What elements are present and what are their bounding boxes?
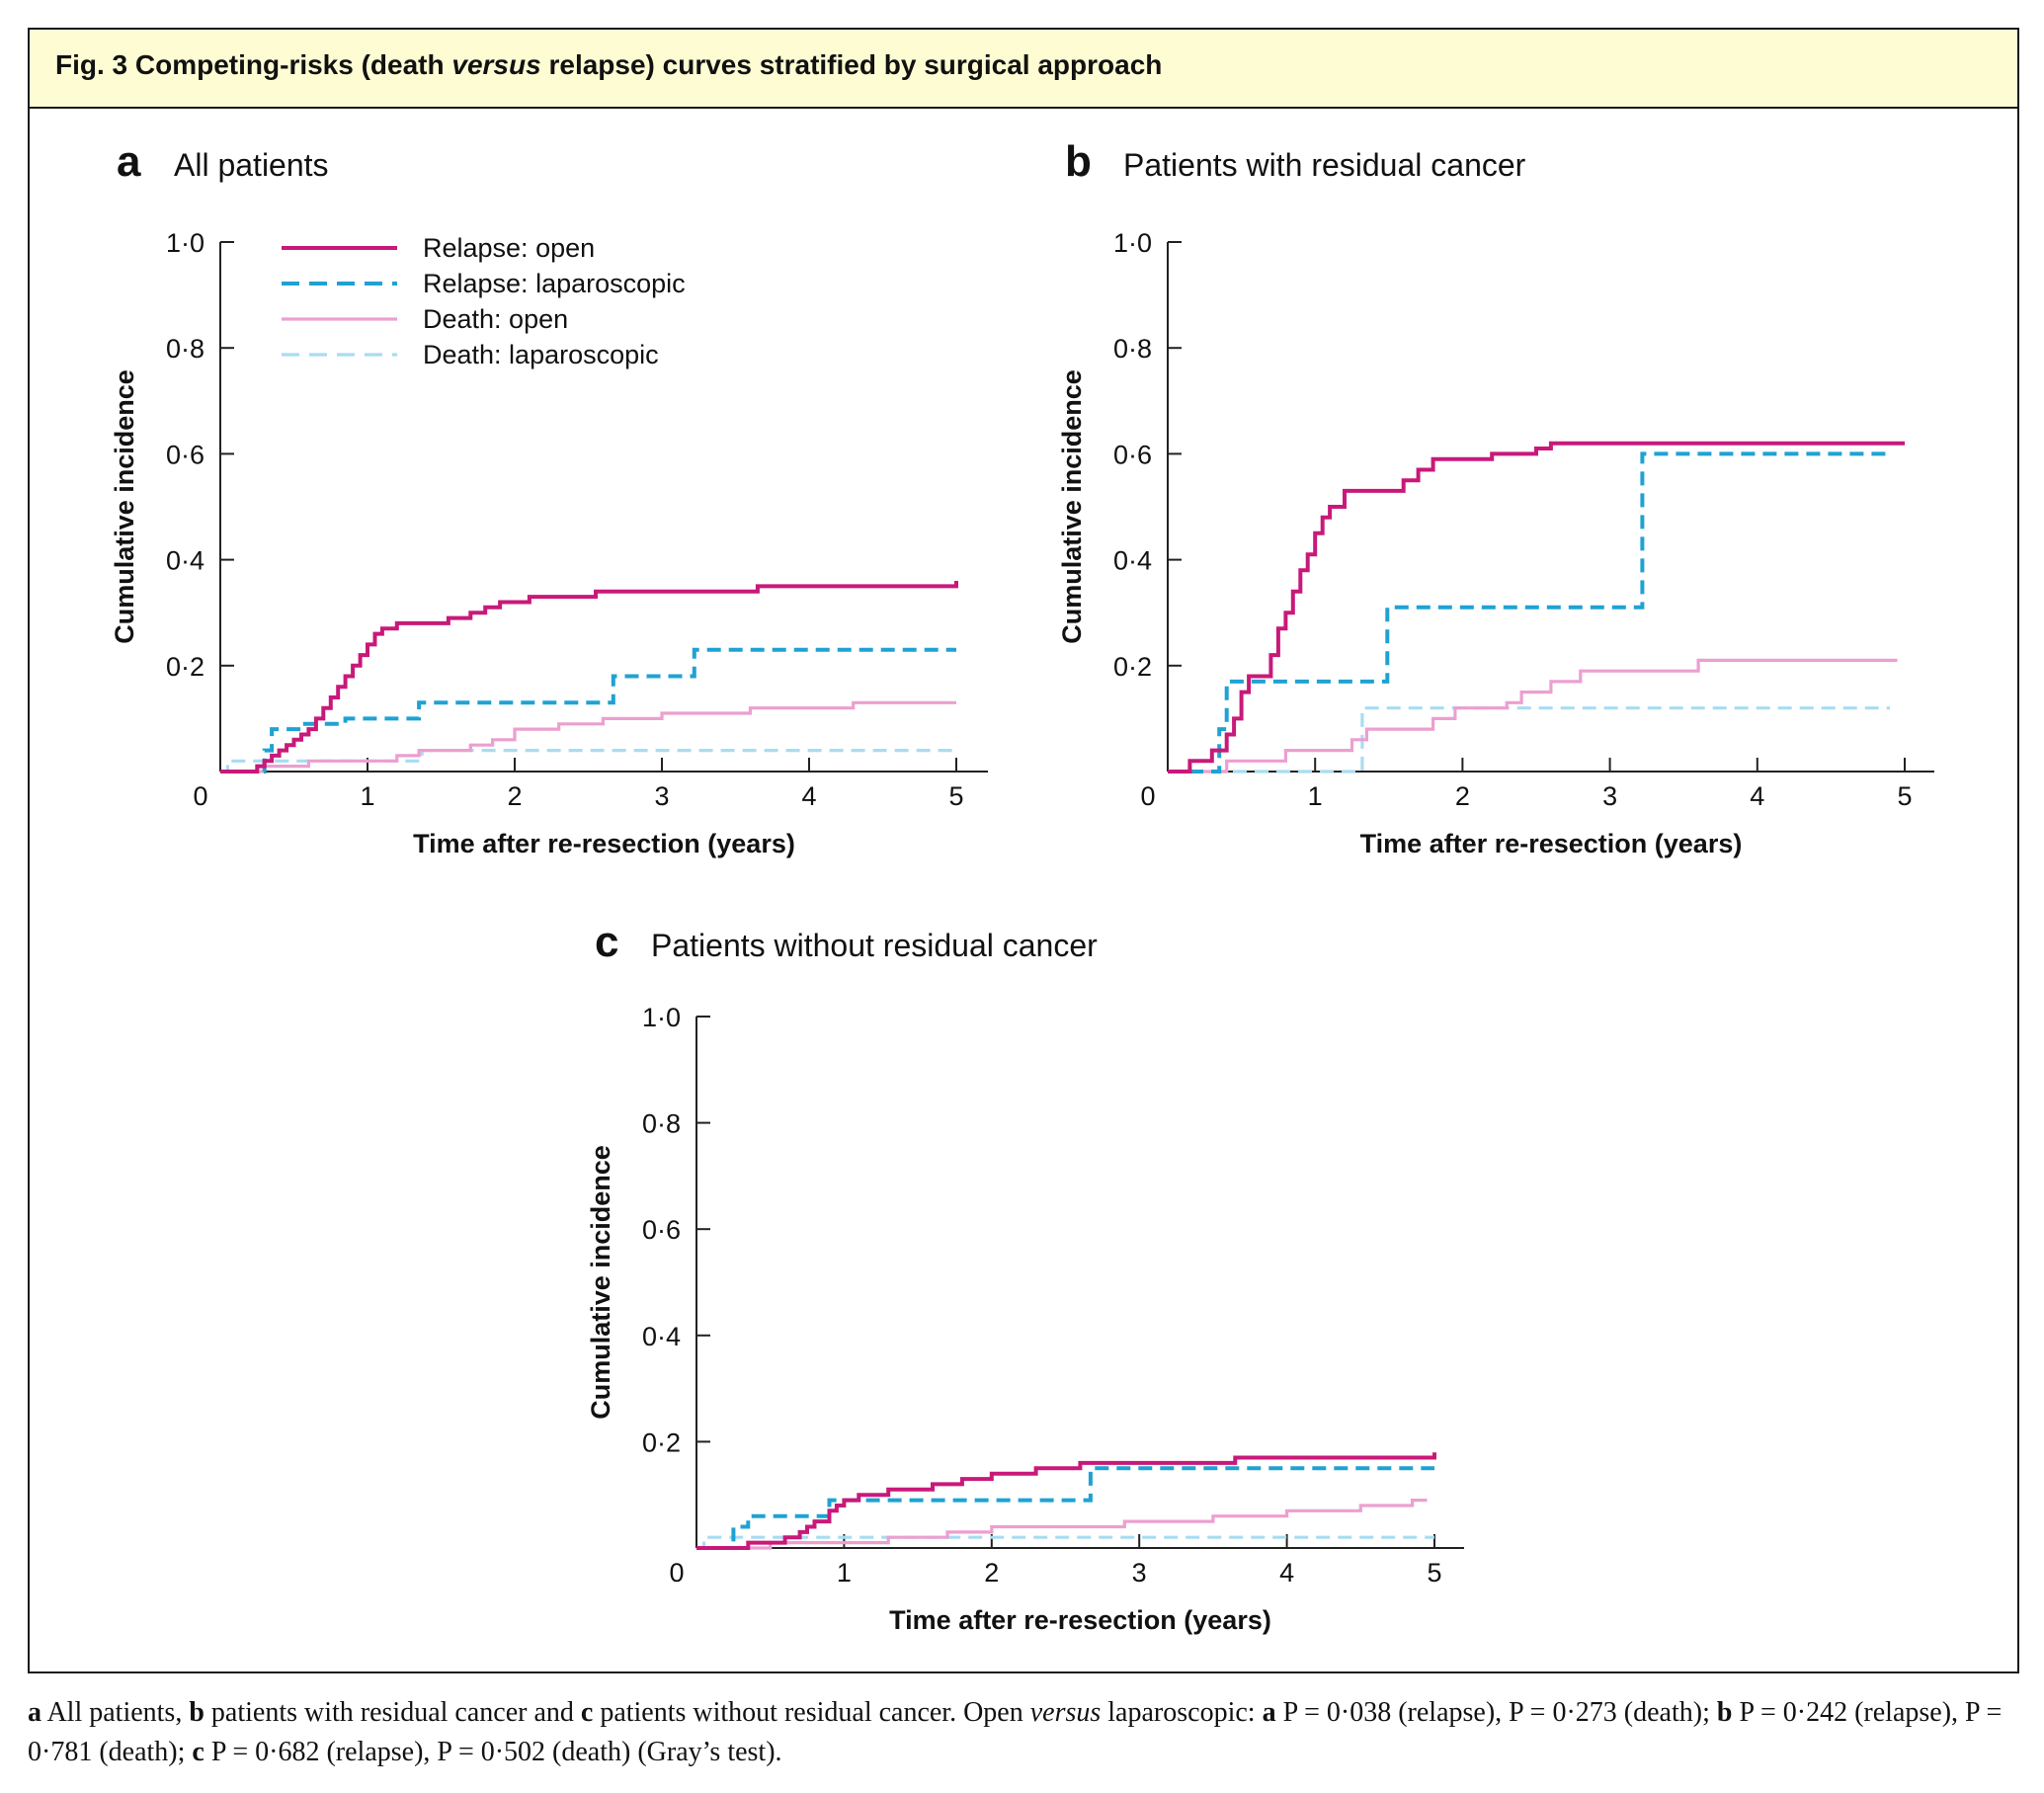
y-tick-label: 0·6 [166,440,204,469]
series-death-open-line [1168,658,1898,774]
caption-c-label: c [580,1697,594,1728]
figure-title: Fig. 3 Competing-risks (death versus rel… [55,49,1162,81]
series-death-open-line [220,700,956,774]
figure-caption: a All patients, b patients with residual… [28,1693,2019,1772]
x-tick-label: 5 [948,781,963,811]
series-relapse-open-line [1168,441,1905,774]
caption-text-1: All patients, [41,1697,190,1728]
x-tick-label: 4 [1750,781,1764,811]
y-tick-label: 0·4 [1113,546,1152,576]
x-tick-label: 3 [1132,1558,1147,1588]
panel-title: Patients with residual cancer [1123,147,1526,183]
x-tick-label: 1 [1308,781,1323,811]
series-relapse-open-line [696,1452,1436,1550]
y-tick-label: 0·2 [1113,652,1152,682]
y-tick-label: 0·6 [642,1215,681,1245]
x-tick-label: 2 [507,781,522,811]
series-relapse-open-line [220,581,958,774]
caption-text-7: P = 0·682 (relapse), P = 0·502 (death) (… [204,1737,782,1767]
caption-a-stat-label: a [1262,1697,1276,1728]
caption-c-stat-label: c [192,1737,204,1767]
caption-a-label: a [28,1697,41,1728]
legend-label: Death: laparoscopic [423,340,659,369]
caption-text-3: patients without residual cancer. Open [593,1697,1030,1728]
panel-letter: a [117,137,141,186]
legend-label: Relapse: laparoscopic [423,269,686,298]
figure-frame: Fig. 3 Competing-risks (death versus rel… [28,28,2019,1673]
x-tick-label: 0 [1140,781,1155,811]
y-tick-label: 0·6 [1113,440,1152,469]
x-tick-label: 5 [1427,1558,1441,1588]
x-tick-label: 3 [1602,781,1617,811]
panel-title: All patients [174,147,329,183]
charts-canvas: a All patients 0·2 0·4 0·6 0·8 1·0 0 1 2 3 4 5 Time a… [110,137,1934,1635]
figure-header: Fig. 3 Competing-risks (death versus rel… [30,30,2017,109]
x-axis-label: Time after re-resection (years) [413,829,795,858]
x-tick-label: 5 [1897,781,1912,811]
figure-title-part-1: Competing-risks (death [134,49,445,80]
y-tick-label: 0·2 [642,1427,681,1457]
y-tick-label: 1·0 [1113,228,1152,258]
series-relapse-laparoscopic-line [1168,451,1891,774]
y-tick-label: 1·0 [166,228,204,258]
figure-title-part-2: relapse) curves stratified by surgical a… [548,49,1163,80]
x-tick-label: 2 [984,1558,999,1588]
chart-legend: Relapse: open Relapse: laparoscopic Death:… [282,233,686,369]
figure-label: Fig. 3 [55,49,128,80]
panel-letter: c [595,918,618,966]
x-axis-label: Time after re-resection (years) [889,1605,1271,1635]
x-tick-label: 3 [654,781,669,811]
y-tick-label: 0·8 [166,334,204,364]
series-relapse-laparoscopic-line [220,647,956,774]
caption-text-2: patients with residual cancer and [204,1697,581,1728]
caption-text-4: laparoscopic: [1101,1697,1263,1728]
caption-b-stat-label: b [1716,1697,1733,1728]
caption-b-label: b [189,1697,204,1728]
y-tick-label: 0·4 [166,546,204,576]
y-tick-label: 0·8 [642,1109,681,1139]
legend-label: Relapse: open [423,233,595,263]
y-axis-label: Cumulative incidence [586,1145,615,1420]
x-axis-label: Time after re-resection (years) [1360,829,1743,858]
chart-panel-b: b Patients with residual cancer 0·2 0·4 0·6 0… [1057,137,1934,858]
y-tick-label: 0·8 [1113,334,1152,364]
y-tick-label: 1·0 [642,1003,681,1032]
x-tick-label: 0 [669,1558,684,1588]
caption-versus: versus [1029,1697,1102,1728]
x-tick-label: 0 [193,781,207,811]
x-tick-label: 1 [360,781,374,811]
x-tick-label: 2 [1455,781,1470,811]
y-tick-label: 0·4 [642,1322,681,1351]
series-relapse-laparoscopic-line [696,1466,1434,1550]
y-tick-label: 0·2 [166,652,204,682]
x-tick-label: 4 [1279,1558,1294,1588]
caption-text-6: P = 0·242 (relapse), P = 0·781 (death); [28,1697,2003,1767]
figure-title-italic: versus [451,49,541,80]
chart-panel-a: a All patients 0·2 0·4 0·6 0·8 1·0 0 1 2 3 4 5 Time a… [110,137,988,858]
panel-letter: b [1065,137,1092,186]
y-axis-label: Cumulative incidence [110,369,139,644]
series-death-open-line [696,1499,1428,1550]
panel-title: Patients without residual cancer [651,928,1098,963]
y-axis-label: Cumulative incidence [1057,369,1087,644]
legend-label: Death: open [423,304,568,334]
chart-panel-c: c Patients without residual cancer 0·2 0·4 0… [586,918,1464,1635]
caption-text-5: P = 0·038 (relapse), P = 0·273 (death); [1275,1697,1717,1728]
x-tick-label: 1 [837,1558,852,1588]
x-tick-label: 4 [801,781,816,811]
